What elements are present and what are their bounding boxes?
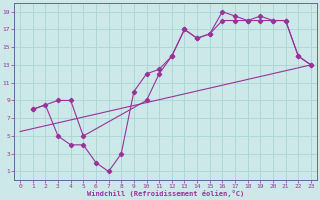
X-axis label: Windchill (Refroidissement éolien,°C): Windchill (Refroidissement éolien,°C) <box>87 190 244 197</box>
